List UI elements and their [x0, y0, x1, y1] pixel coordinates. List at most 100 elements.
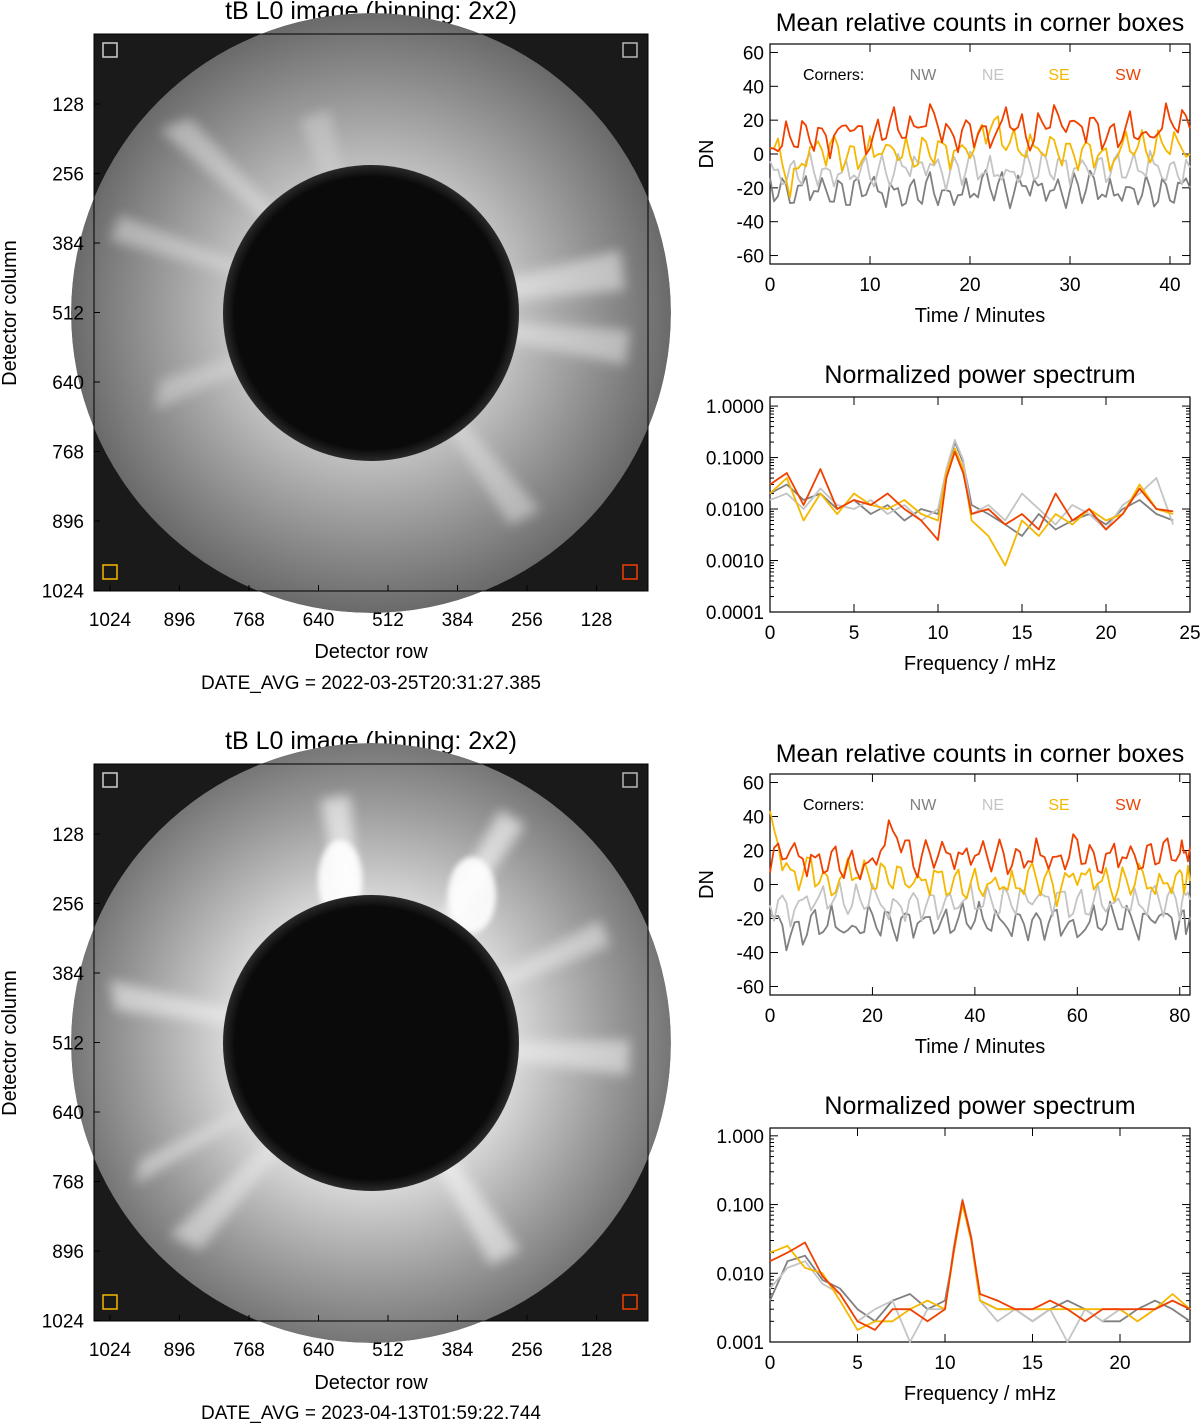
image-axis-ticks-0: 1024 896 768 640 512 384 256 128 128 256 384 512 640…	[42, 33, 649, 631]
image-y-tick-label: 512	[52, 1034, 84, 1055]
y-tick-label: -40	[737, 213, 764, 234]
legend-entry-NW: NW	[910, 797, 938, 814]
y-tick-label: -40	[737, 944, 764, 965]
legend-entry-SE: SE	[1048, 67, 1069, 84]
series-line-SW	[769, 819, 1191, 881]
series-line-SW	[769, 1199, 1191, 1331]
y-tick-label: 0.001	[716, 1333, 764, 1354]
corner-box-NE-0	[622, 42, 638, 58]
x-tick-label: 15	[1022, 1353, 1043, 1374]
legend-title: Corners:	[803, 797, 864, 814]
x-axis-label: Frequency / mHz	[904, 1383, 1056, 1405]
y-tick-label: 40	[743, 77, 764, 98]
image-y-tick-label: 896	[52, 1242, 84, 1263]
y-tick-label: -60	[737, 978, 764, 999]
image-y-tick-label: 896	[52, 512, 84, 533]
image-x-tick-label: 768	[233, 610, 265, 631]
plot-frame	[769, 396, 1191, 613]
image-y-tick-label: 640	[52, 373, 84, 394]
x-axis-label: Frequency / mHz	[904, 653, 1056, 675]
series-line-NE	[769, 149, 1191, 192]
chart-title: Mean relative counts in corner boxes	[776, 740, 1185, 768]
plot-frame	[769, 1127, 1191, 1343]
image-x-tick-label: 1024	[89, 610, 132, 631]
legend-entry-NE: NE	[982, 67, 1004, 84]
legend-entry-NW: NW	[910, 67, 938, 84]
occulter-disk-0	[223, 165, 519, 461]
series-line-SW	[769, 102, 1191, 160]
legend-entry-SW: SW	[1115, 67, 1142, 84]
spectrum-chart-1: Normalized power spectrum 0 5 10 15 20 1.000 0.…	[716, 1092, 1191, 1405]
image-x-tick-label: 896	[164, 1340, 196, 1361]
image-x-tick-label: 256	[511, 1340, 543, 1361]
occulter-disk-1	[223, 895, 519, 1191]
chart-title: Normalized power spectrum	[824, 1092, 1135, 1120]
x-tick-label: 0	[765, 1006, 776, 1027]
series-line-SE	[769, 447, 1174, 567]
chart-title: Mean relative counts in corner boxes	[776, 9, 1185, 37]
y-tick-label: 60	[743, 43, 764, 64]
y-tick-label: 0.0010	[706, 552, 764, 573]
image-x-tick-label: 512	[372, 1340, 404, 1361]
x-tick-label: 20	[862, 1006, 883, 1027]
x-tick-label: 20	[1109, 1353, 1130, 1374]
image-y-tick-label: 1024	[42, 582, 85, 603]
y-tick-label: 0.1000	[706, 449, 764, 470]
x-tick-label: 40	[1159, 275, 1180, 296]
x-tick-label: 30	[1059, 275, 1080, 296]
image-y-tick-label: 640	[52, 1103, 84, 1124]
image-x-tick-label: 1024	[89, 1340, 132, 1361]
image-x-tick-label: 256	[511, 610, 543, 631]
y-tick-label: 20	[743, 111, 764, 132]
image-xlabel-0: Detector row	[314, 641, 428, 663]
y-tick-label: 0.100	[716, 1196, 764, 1217]
x-tick-label: 10	[934, 1353, 955, 1374]
series-line-NE	[769, 881, 1191, 928]
date-avg-0: DATE_AVG = 2022-03-25T20:31:27.385	[201, 673, 541, 694]
corner-box-NW-0	[102, 42, 118, 58]
x-tick-label: 80	[1169, 1006, 1190, 1027]
x-tick-label: 0	[765, 1353, 776, 1374]
image-panel-1: tB L0 image (binning: 2x2) 1024 896 768 640…	[0, 727, 671, 1423]
image-x-tick-label: 640	[303, 610, 335, 631]
image-axis-ticks-1: 1024 896 768 640 512 384 256 128 128 256 384 512 640…	[42, 763, 649, 1361]
image-xlabel-1: Detector row	[314, 1372, 428, 1394]
image-x-tick-label: 896	[164, 610, 196, 631]
y-tick-label: 40	[743, 808, 764, 829]
image-x-tick-label: 128	[581, 1340, 613, 1361]
bright-streamer-b-1	[448, 857, 496, 933]
x-tick-label: 15	[1011, 623, 1032, 644]
corner-box-SE-0	[102, 564, 118, 580]
spectrum-chart-0: Normalized power spectrum 0 5 10 15 20 25 1.000…	[706, 361, 1200, 675]
y-tick-label: 0.010	[716, 1264, 764, 1285]
corner-box-NW-1	[102, 772, 118, 788]
y-tick-label: 0	[753, 145, 764, 166]
x-tick-label: 0	[765, 623, 776, 644]
image-y-tick-label: 768	[52, 1173, 84, 1194]
legend-title: Corners:	[803, 67, 864, 84]
image-x-tick-label: 512	[372, 610, 404, 631]
x-tick-label: 5	[849, 623, 860, 644]
series-line-NW	[769, 168, 1191, 210]
image-y-tick-label: 256	[52, 165, 84, 186]
corner-box-SE-1	[102, 1294, 118, 1310]
image-x-tick-label: 640	[303, 1340, 335, 1361]
x-axis-label: Time / Minutes	[915, 1036, 1045, 1058]
image-x-tick-label: 384	[442, 1340, 474, 1361]
y-tick-label: 60	[743, 774, 764, 795]
series-line-SW	[769, 450, 1174, 541]
y-tick-label: 0.0001	[706, 603, 764, 624]
series-line-NW	[769, 900, 1191, 952]
corner-box-SW-0	[622, 564, 638, 580]
y-tick-label: 20	[743, 842, 764, 863]
y-tick-label: 0	[753, 876, 764, 897]
timeseries-chart-1: Mean relative counts in corner boxes 0 20 4…	[696, 740, 1191, 1058]
series-line-SE	[769, 810, 1191, 907]
date-avg-1: DATE_AVG = 2023-04-13T01:59:22.744	[201, 1403, 541, 1423]
x-tick-label: 40	[964, 1006, 985, 1027]
x-tick-label: 5	[852, 1353, 863, 1374]
y-axis-label: DN	[696, 870, 718, 899]
image-y-tick-label: 256	[52, 895, 84, 916]
x-tick-label: 25	[1179, 623, 1200, 644]
